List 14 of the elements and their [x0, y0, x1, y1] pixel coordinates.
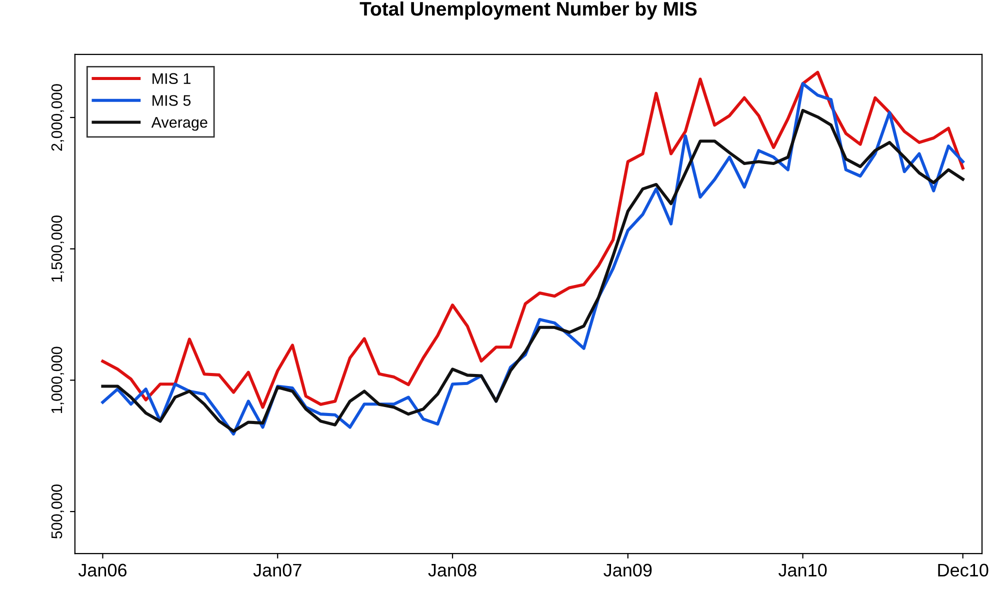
y-tick-label: 1,000,000: [51, 346, 64, 414]
x-tick-label: Jan10: [778, 564, 827, 577]
y-tick-label: 1,500,000: [51, 215, 64, 282]
chart-title: Total Unemployment Number by MIS: [360, 1, 697, 20]
x-tick-label: Dec10: [938, 564, 988, 577]
legend-label: MIS 1: [152, 73, 190, 84]
legend-label: Average: [151, 117, 208, 131]
legend-label: MIS 5: [152, 95, 191, 106]
x-tick-label: Jan07: [253, 564, 302, 577]
y-tick-label: 500,000: [51, 484, 64, 539]
x-tick-label: Jan06: [78, 564, 127, 577]
x-tick-label: Jan08: [428, 564, 476, 577]
x-tick-label: Jan09: [604, 564, 652, 577]
y-tick-label: 2,000,000: [51, 84, 64, 151]
